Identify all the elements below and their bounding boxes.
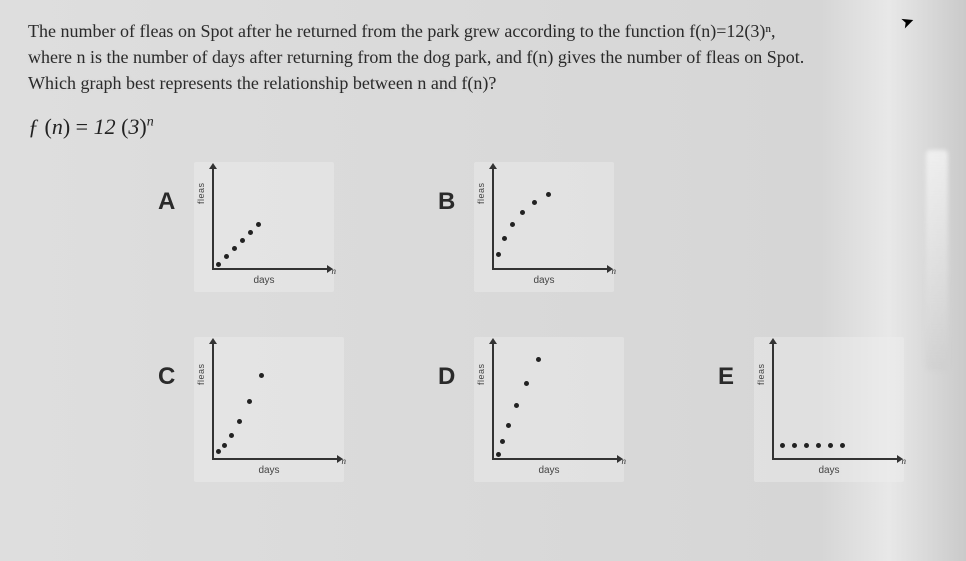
option-label-c: C xyxy=(158,363,180,391)
data-point xyxy=(232,246,237,251)
n-label: n xyxy=(332,266,337,276)
y-axis xyxy=(212,168,214,270)
data-point xyxy=(500,439,505,444)
data-point xyxy=(502,236,507,241)
option-label-a: A xyxy=(158,188,180,216)
data-point xyxy=(248,230,253,235)
n-label: n xyxy=(902,456,907,466)
y-axis-label: fleas xyxy=(196,364,206,386)
formula-display: ƒ (n) = 12 (3)n xyxy=(28,114,938,140)
data-point xyxy=(792,443,797,448)
option-label-d: D xyxy=(438,363,460,391)
data-point xyxy=(247,399,252,404)
x-axis-label: days xyxy=(474,275,614,286)
data-point xyxy=(256,222,261,227)
y-axis-label: fleas xyxy=(476,183,486,205)
y-axis xyxy=(492,343,494,460)
data-point xyxy=(229,433,234,438)
chart-a: fleas daysn xyxy=(194,162,334,292)
data-point xyxy=(546,192,551,197)
x-axis xyxy=(212,268,328,270)
option-b[interactable]: Bfleas daysn xyxy=(438,162,614,292)
worksheet-page: ➤ The number of fleas on Spot after he r… xyxy=(0,0,966,561)
data-point xyxy=(840,443,845,448)
data-point xyxy=(532,200,537,205)
data-point xyxy=(216,262,221,267)
data-point xyxy=(496,452,501,457)
data-point xyxy=(780,443,785,448)
data-point xyxy=(514,403,519,408)
option-e[interactable]: Efleas daysn xyxy=(718,337,904,482)
data-point xyxy=(237,419,242,424)
data-point xyxy=(524,381,529,386)
x-axis-label: days xyxy=(474,465,624,476)
y-axis xyxy=(212,343,214,460)
question-line-1: The number of fleas on Spot after he ret… xyxy=(28,21,776,41)
data-point xyxy=(828,443,833,448)
option-label-b: B xyxy=(438,188,460,216)
x-axis xyxy=(772,458,898,460)
x-axis xyxy=(212,458,338,460)
data-point xyxy=(506,423,511,428)
data-point xyxy=(222,443,227,448)
x-axis-label: days xyxy=(194,465,344,476)
y-axis-label: fleas xyxy=(756,364,766,386)
x-axis-label: days xyxy=(194,275,334,286)
data-point xyxy=(259,373,264,378)
question-text: The number of fleas on Spot after he ret… xyxy=(28,18,938,96)
chart-b: fleas daysn xyxy=(474,162,614,292)
option-label-e: E xyxy=(718,363,740,391)
y-axis-label: fleas xyxy=(476,364,486,386)
data-point xyxy=(804,443,809,448)
y-axis xyxy=(772,343,774,460)
x-axis xyxy=(492,458,618,460)
data-point xyxy=(510,222,515,227)
x-axis xyxy=(492,268,608,270)
x-axis-label: days xyxy=(754,465,904,476)
y-axis-label: fleas xyxy=(196,183,206,205)
chart-d: fleas daysn xyxy=(474,337,624,482)
data-point xyxy=(520,210,525,215)
data-point xyxy=(224,254,229,259)
question-line-3: Which graph best represents the relation… xyxy=(28,73,496,93)
data-point xyxy=(216,449,221,454)
question-line-2: where n is the number of days after retu… xyxy=(28,47,804,67)
data-point xyxy=(496,252,501,257)
option-c[interactable]: Cfleas daysn xyxy=(158,337,344,482)
n-label: n xyxy=(622,456,627,466)
data-point xyxy=(536,357,541,362)
option-a[interactable]: Afleas daysn xyxy=(158,162,334,292)
data-point xyxy=(240,238,245,243)
data-point xyxy=(816,443,821,448)
answer-options-grid: AfleasdaysnBfleasdaysnCfleasdaysnDfleasd… xyxy=(28,162,938,522)
chart-c: fleas daysn xyxy=(194,337,344,482)
y-axis xyxy=(492,168,494,270)
option-d[interactable]: Dfleas daysn xyxy=(438,337,624,482)
formula-text: ƒ (n) = 12 (3)n xyxy=(28,114,154,139)
chart-e: fleas daysn xyxy=(754,337,904,482)
n-label: n xyxy=(612,266,617,276)
n-label: n xyxy=(342,456,347,466)
